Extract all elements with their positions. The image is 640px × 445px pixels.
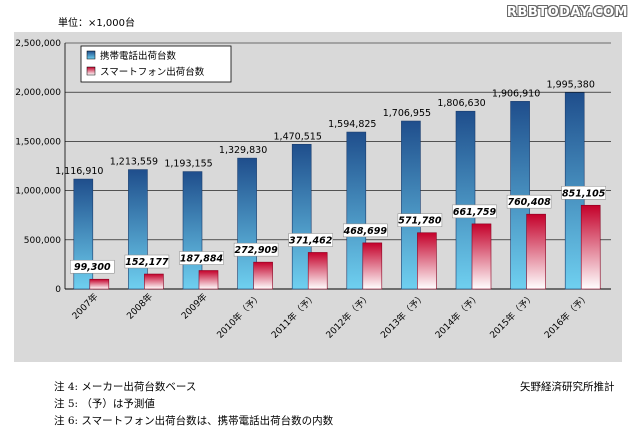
smartphone-bar xyxy=(526,213,546,290)
smartphone-bar xyxy=(580,204,601,290)
smartphone-bar xyxy=(89,278,110,290)
footnote-6: 注 6: スマートフォン出荷台数は、携帯電話出荷台数の内数 xyxy=(54,415,334,427)
x-category-label: 2009年 xyxy=(179,291,210,322)
legend-smartphone-label: スマートフォン出荷台数 xyxy=(100,66,205,78)
legend-box xyxy=(80,45,232,83)
smartphone-value-box xyxy=(70,259,115,274)
phone-value-label: 1,470,515 xyxy=(274,131,322,142)
smartphone-value-box xyxy=(124,254,170,269)
y-tick-label: 2,000,000 xyxy=(15,88,61,98)
footnote-4: 注 4: メーカー出荷台数ベース xyxy=(54,381,197,393)
smartphone-bar xyxy=(471,223,492,290)
x-category-label: 2016年（予） xyxy=(542,291,592,341)
watermark-text: RBBTODAY.COM xyxy=(506,5,628,20)
x-category-label: 2015年（予） xyxy=(487,291,537,341)
unit-label: 単位：×1,000台 xyxy=(58,18,136,29)
smartphone-value-label: 661,759 xyxy=(453,207,497,218)
phone-bar xyxy=(128,169,148,290)
smartphone-value-label: 187,884 xyxy=(180,254,224,265)
phone-value-label: 1,594,825 xyxy=(328,119,376,130)
phone-bar xyxy=(455,110,476,290)
smartphone-bar xyxy=(417,232,437,290)
y-tick-label: 1,000,000 xyxy=(15,187,61,197)
legend-phone-label: 携帯電話出荷台数 xyxy=(100,50,177,62)
smartphone-value-label: 468,699 xyxy=(343,226,388,237)
phone-bar xyxy=(291,144,312,290)
smartphone-bar xyxy=(144,273,164,290)
y-tick-label: 500,000 xyxy=(24,236,61,246)
phone-bar xyxy=(346,131,367,290)
phone-value-label: 1,116,910 xyxy=(55,166,103,177)
smartphone-value-label: 760,408 xyxy=(507,197,551,208)
phone-value-label: 1,706,955 xyxy=(383,108,431,119)
phone-value-label: 1,193,155 xyxy=(164,159,212,170)
smartphone-value-box xyxy=(288,233,333,247)
smartphone-value-label: 152,177 xyxy=(125,257,169,268)
smartphone-value-box xyxy=(343,223,388,238)
footnote-5: 注 5: （予）は予測値 xyxy=(54,398,155,410)
phone-bar xyxy=(401,120,421,290)
phone-value-label: 1,806,630 xyxy=(437,98,485,109)
smartphone-value-label: 851,105 xyxy=(562,188,606,199)
smartphone-bar xyxy=(307,252,328,290)
chart-panel: 0 500,000 1,000,000 1,500,000 2,000,000 2,500… xyxy=(14,32,622,362)
x-category-label: 2014年（予） xyxy=(432,291,482,341)
phone-value-label: 1,906,910 xyxy=(492,88,540,99)
y-tick-label: 2,500,000 xyxy=(15,39,61,49)
smartphone-value-label: 272,909 xyxy=(234,245,278,256)
legend-phone-swatch xyxy=(86,50,96,60)
x-category-label: 2012年（予） xyxy=(323,291,373,341)
smartphone-value-label: 99,300 xyxy=(74,262,111,273)
smartphone-value-box xyxy=(179,251,224,265)
bar-chart: 0 500,000 1,000,000 1,500,000 2,000,000 2,500… xyxy=(15,39,611,341)
source-credit: 矢野経済研究所推計 xyxy=(520,381,615,393)
x-category-label: 2007年 xyxy=(69,291,100,322)
x-category-label: 2011年（予） xyxy=(269,291,319,341)
y-tick-label: 1,500,000 xyxy=(15,137,61,147)
smartphone-bar xyxy=(198,270,219,290)
smartphone-value-label: 571,780 xyxy=(398,216,442,227)
x-category-label: 2008年 xyxy=(124,291,155,322)
x-category-label: 2013年（予） xyxy=(378,291,428,341)
phone-value-label: 1,329,830 xyxy=(219,145,267,156)
legend-smartphone-swatch xyxy=(86,66,96,76)
phone-value-label: 1,213,559 xyxy=(110,157,158,168)
smartphone-value-box xyxy=(561,186,606,200)
smartphone-bar xyxy=(362,242,383,290)
x-category-label: 2010年（予） xyxy=(214,291,264,341)
smartphone-bar xyxy=(253,261,273,290)
smartphone-value-box xyxy=(452,204,497,219)
y-tick-label: 0 xyxy=(55,285,61,295)
smartphone-value-box xyxy=(397,213,443,227)
smartphone-value-label: 371,462 xyxy=(289,235,333,246)
smartphone-value-box xyxy=(506,194,552,209)
smartphone-value-box xyxy=(233,242,279,257)
phone-value-label: 1,995,380 xyxy=(547,80,595,91)
